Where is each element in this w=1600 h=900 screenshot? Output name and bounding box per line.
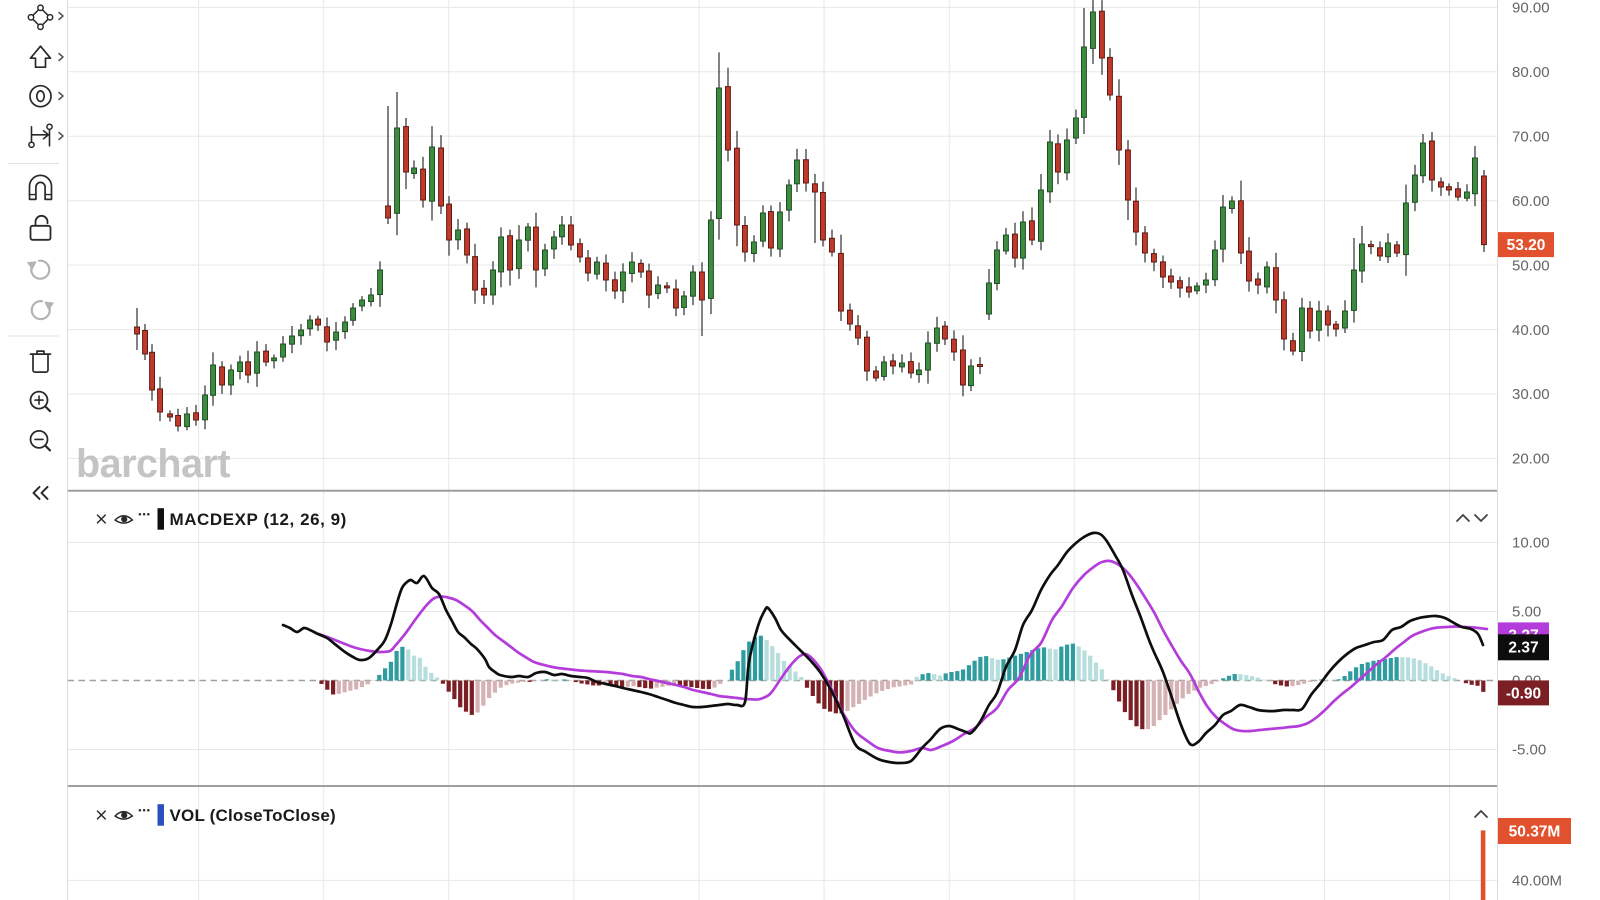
svg-text:MACDEXP (12, 26, 9): MACDEXP (12, 26, 9) [170, 510, 347, 529]
svg-text:50.37M: 50.37M [1509, 823, 1561, 840]
svg-text:60.00: 60.00 [1512, 193, 1550, 210]
svg-text:-5.00: -5.00 [1512, 742, 1546, 759]
svg-text:20.00: 20.00 [1512, 451, 1550, 468]
svg-text:2.37: 2.37 [1508, 640, 1538, 657]
svg-text:70.00: 70.00 [1512, 129, 1550, 146]
svg-text:50.00: 50.00 [1512, 257, 1550, 274]
svg-text:40.00M: 40.00M [1512, 873, 1562, 890]
svg-text:VOL (CloseToClose): VOL (CloseToClose) [170, 806, 336, 825]
svg-text:30.00: 30.00 [1512, 386, 1550, 403]
svg-text:10.00: 10.00 [1512, 535, 1550, 552]
svg-text:53.20: 53.20 [1507, 237, 1546, 254]
svg-text:40.00: 40.00 [1512, 322, 1550, 339]
svg-text:5.00: 5.00 [1512, 604, 1541, 621]
svg-text:-0.90: -0.90 [1506, 685, 1541, 702]
svg-text:90.00: 90.00 [1512, 0, 1550, 17]
svg-text:80.00: 80.00 [1512, 64, 1550, 81]
svg-text:barchart: barchart [76, 442, 230, 486]
